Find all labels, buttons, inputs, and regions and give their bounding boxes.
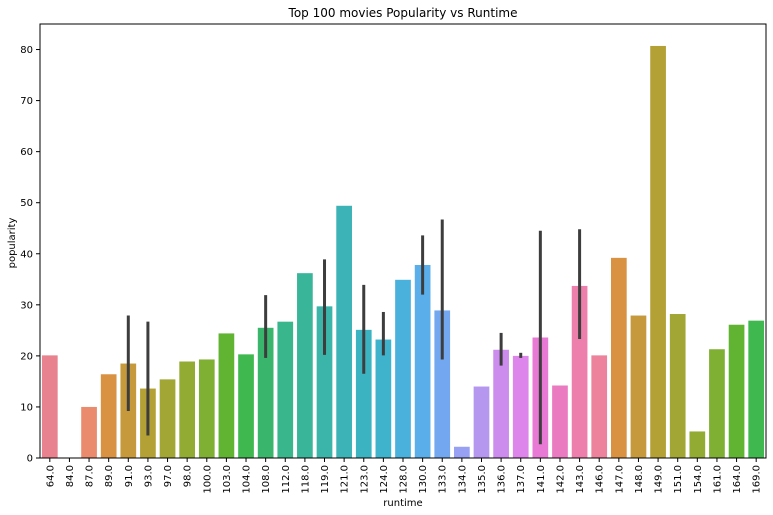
bar-142.0 [552,385,568,458]
bar-89.0 [100,374,117,458]
y-tick-label: 80 [20,45,33,56]
bar-104.0 [238,354,254,458]
bar-135.0 [473,386,490,458]
x-tick-label: 137.0 [516,465,527,494]
bar-121.0 [336,205,352,458]
x-tick-label: 104.0 [242,465,253,494]
bar-123.0 [355,329,372,458]
bar-146.0 [591,355,608,458]
x-tick-label: 143.0 [575,465,586,494]
y-tick-label: 60 [20,147,33,158]
x-tick-label: 112.0 [281,465,292,494]
x-tick-label: 100.0 [202,465,213,494]
x-tick-label: 130.0 [418,465,429,494]
bar-143.0 [571,285,588,458]
x-tick-label: 146.0 [595,465,606,494]
bar-112.0 [277,321,294,458]
x-tick-label: 103.0 [222,465,233,494]
bar-128.0 [395,279,411,458]
x-tick-label: 108.0 [261,465,272,494]
bar-100.0 [198,359,215,458]
bar-164.0 [728,324,745,458]
x-tick-label: 154.0 [693,465,704,494]
x-tick-label: 136.0 [497,465,508,494]
x-tick-label: 135.0 [477,465,488,494]
bar-154.0 [689,431,706,458]
x-tick-label: 91.0 [124,465,135,487]
bar-103.0 [218,333,235,458]
x-tick-label: 97.0 [163,465,174,487]
y-tick-label: 30 [20,300,33,311]
y-tick-label: 70 [20,96,33,107]
x-tick-label: 64.0 [45,465,56,487]
y-tick-label: 10 [20,402,33,413]
bar-98.0 [179,361,196,458]
x-tick-label: 161.0 [712,465,723,494]
x-tick-label: 133.0 [438,465,449,494]
x-tick-label: 118.0 [300,465,311,494]
bar-97.0 [159,379,176,458]
y-tick-label: 40 [20,249,33,260]
x-tick-label: 149.0 [654,465,665,494]
x-tick-label: 142.0 [555,465,566,494]
x-tick-label: 87.0 [85,465,96,487]
y-tick-label: 50 [20,198,33,209]
error-bars-layer [126,219,582,445]
bar-151.0 [669,314,686,458]
bar-64.0 [41,355,58,458]
x-tick-label: 128.0 [399,465,410,494]
bar-108.0 [257,327,274,458]
bars-layer [41,45,765,459]
x-tick-label: 124.0 [379,465,390,494]
bar-136.0 [493,349,509,458]
bar-119.0 [316,306,333,458]
bar-161.0 [709,349,725,458]
x-ticks-layer: 64.0 84.0 87.0 89.0 91.0 93.0 97.0 98.0 100.0 103… [45,458,763,494]
bar-149.0 [650,45,666,459]
y-tick-label: 20 [20,351,33,362]
x-tick-label: 164.0 [732,465,743,494]
bar-134.0 [454,446,470,458]
x-tick-label: 141.0 [536,465,547,494]
x-tick-label: 119.0 [320,465,331,494]
bar-148.0 [630,315,647,458]
chart-title: Top 100 movies Popularity vs Runtime [288,6,518,20]
x-tick-label: 148.0 [634,465,645,494]
x-tick-label: 147.0 [614,465,625,494]
bar-147.0 [610,257,627,458]
x-tick-label: 84.0 [65,465,76,487]
x-tick-label: 89.0 [104,465,115,487]
bar-130.0 [414,264,431,458]
y-tick-label: 0 [27,454,33,465]
x-axis-title: runtime [383,498,422,509]
bar-87.0 [81,406,97,458]
bar-118.0 [297,273,313,458]
x-tick-label: 123.0 [359,465,370,494]
x-tick-label: 121.0 [340,465,351,494]
x-tick-label: 169.0 [752,465,763,494]
x-tick-label: 151.0 [673,465,684,494]
y-ticks-layer: 0 10 20 30 40 50 60 70 80 [20,45,40,465]
bar-137.0 [512,355,529,458]
x-tick-label: 134.0 [457,465,468,494]
bar-133.0 [434,310,451,458]
x-tick-label: 98.0 [183,465,194,487]
bar-124.0 [375,339,392,458]
y-axis-title: popularity [7,218,18,269]
bar-169.0 [748,320,765,458]
x-tick-label: 93.0 [143,465,154,487]
